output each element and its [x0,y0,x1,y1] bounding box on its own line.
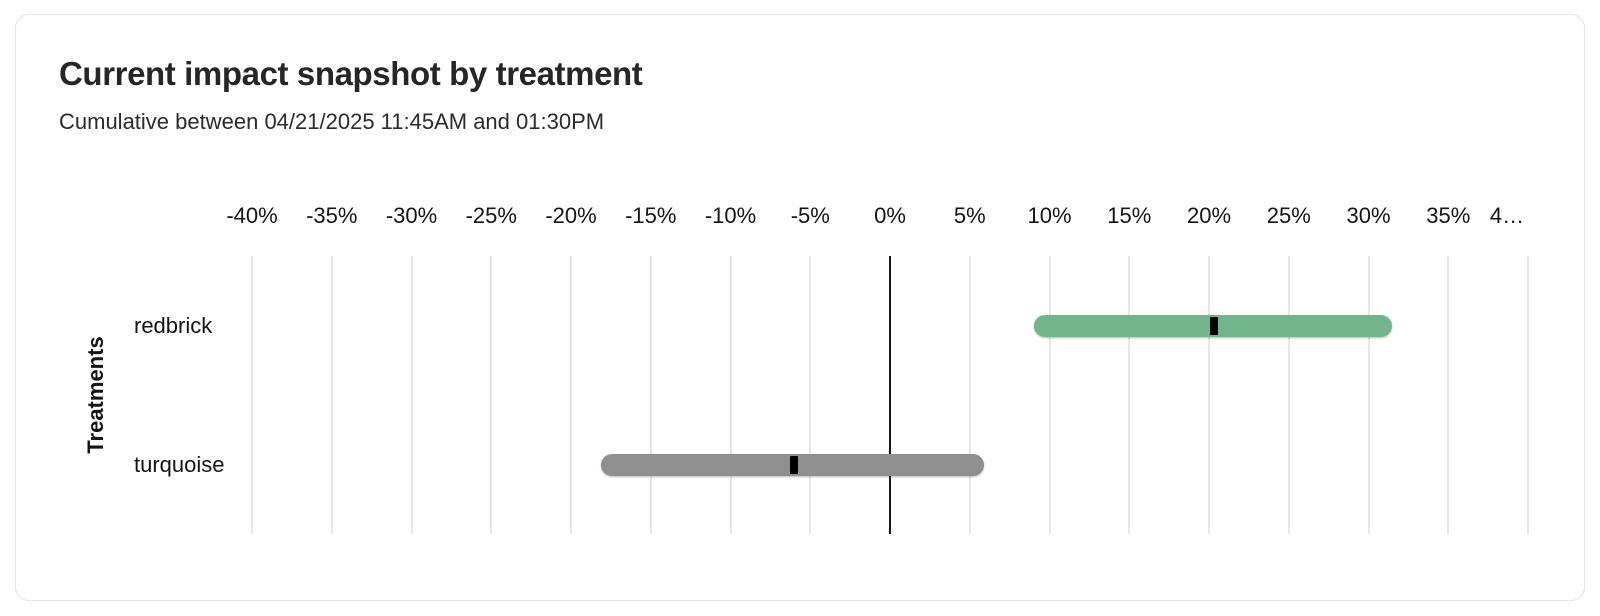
x-axis-tick-label: 0% [874,203,906,228]
x-axis-tick-label: -5% [790,203,830,228]
zero-reference-line [889,256,891,534]
category-label-redbrick: redbrick [134,312,213,338]
gridline [410,256,413,534]
gridline [809,256,812,534]
gridline [330,256,333,534]
gridline [1208,256,1210,534]
x-axis-tick-label: 30% [1346,203,1391,228]
gridline [570,256,572,534]
point-estimate-marker-redbrick [1209,316,1218,335]
gridline [1527,256,1529,534]
gridline [649,256,652,534]
impact-snapshot-card: Current impact snapshot by treatment Cum… [15,14,1585,601]
gridline [1048,256,1051,534]
x-axis-tick-label: 5% [953,203,986,228]
x-axis-tick-label: -15% [625,203,677,228]
gridline [1367,256,1370,534]
point-estimate-marker-turquoise [790,455,799,474]
x-axis-tick-label: 35% [1426,203,1471,228]
gridline [1287,256,1290,534]
gridline [1128,256,1131,534]
y-axis-title: Treatments [83,336,108,454]
x-axis-tick-label: -35% [306,203,358,228]
gridline [490,256,493,534]
x-axis-tick-label: 25% [1266,203,1311,228]
card-title: Current impact snapshot by treatment [59,55,643,92]
x-axis-tick-label: -30% [385,203,438,228]
category-label-turquoise: turquoise [134,451,225,477]
x-axis-tick-label: -25% [465,203,517,228]
gridline [729,256,732,534]
x-axis-tick-label: 20% [1186,203,1232,228]
gridline [968,256,971,534]
gridline [251,256,253,534]
gridline [1447,256,1450,534]
x-axis-tick-label: -40% [226,203,278,228]
x-axis-tick-label: -20% [545,203,597,228]
x-axis-tick-label: 10% [1027,203,1072,228]
chart-area: -40% -35% -30% -25% -20% -15% -10% -5% 0% 5% 10% 15… [16,15,1584,600]
x-axis-tick-label: 4… [1489,203,1525,228]
x-axis-tick-label: -10% [704,203,757,228]
card-subtitle: Cumulative between 04/21/2025 11:45AM an… [59,109,605,134]
x-axis-tick-label: 15% [1107,203,1152,228]
